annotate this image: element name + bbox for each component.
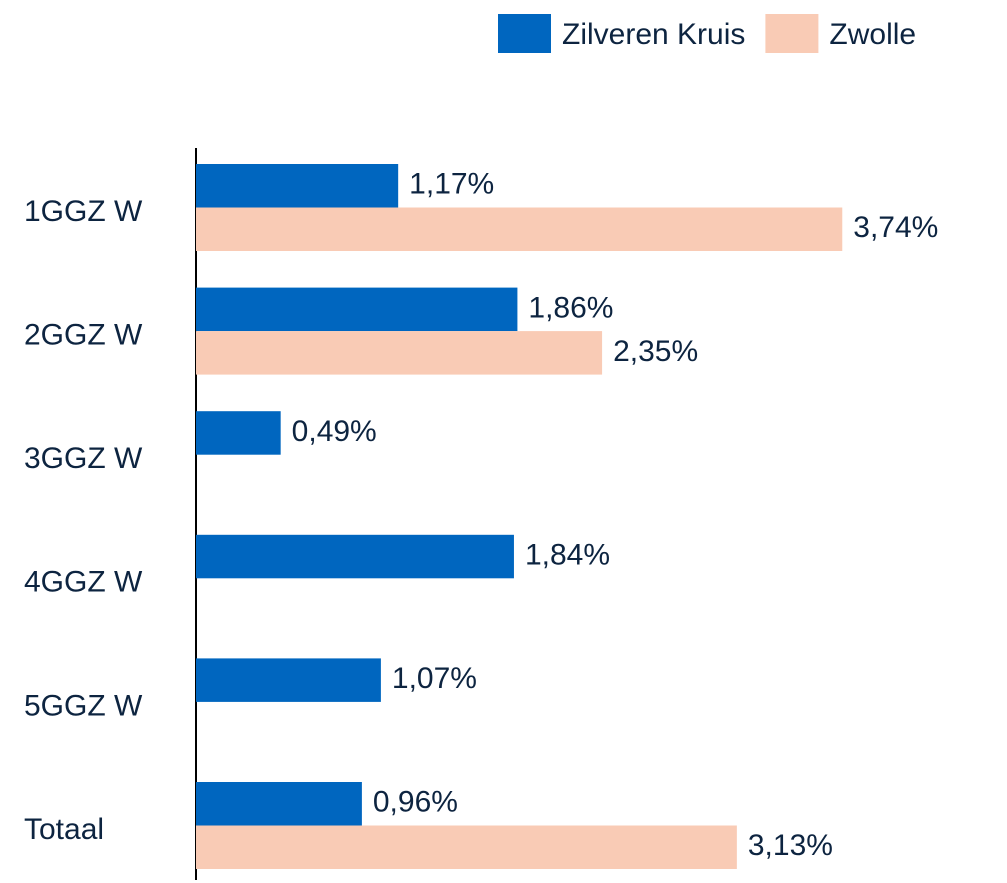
data-label: 2,35% — [613, 335, 698, 368]
category-label: 1GGZ W — [24, 195, 143, 228]
bar — [196, 782, 362, 826]
data-label: 1,07% — [392, 662, 477, 695]
data-label: 1,86% — [528, 291, 613, 324]
bar — [196, 534, 514, 579]
bar — [196, 411, 281, 455]
data-label: 3,13% — [748, 829, 833, 862]
category-label: 3GGZ W — [24, 442, 143, 475]
legend-swatch — [765, 14, 819, 53]
bar — [196, 825, 737, 869]
bar — [196, 207, 843, 251]
data-label: 3,74% — [853, 211, 938, 244]
data-label: 1,84% — [525, 538, 610, 571]
data-label: 0,49% — [292, 415, 377, 448]
legend-label: Zwolle — [829, 18, 916, 51]
category-label: Totaal — [24, 813, 104, 846]
bar — [196, 658, 381, 702]
legend-swatch — [498, 14, 551, 53]
bar — [196, 331, 603, 375]
category-label: 5GGZ W — [24, 689, 143, 722]
category-label: 2GGZ W — [24, 319, 143, 352]
data-label: 1,17% — [409, 168, 494, 201]
category-label: 4GGZ W — [24, 566, 143, 599]
bar — [196, 164, 399, 208]
legend-label: Zilveren Kruis — [562, 18, 745, 51]
data-label: 0,96% — [373, 786, 458, 819]
bar — [196, 287, 518, 332]
